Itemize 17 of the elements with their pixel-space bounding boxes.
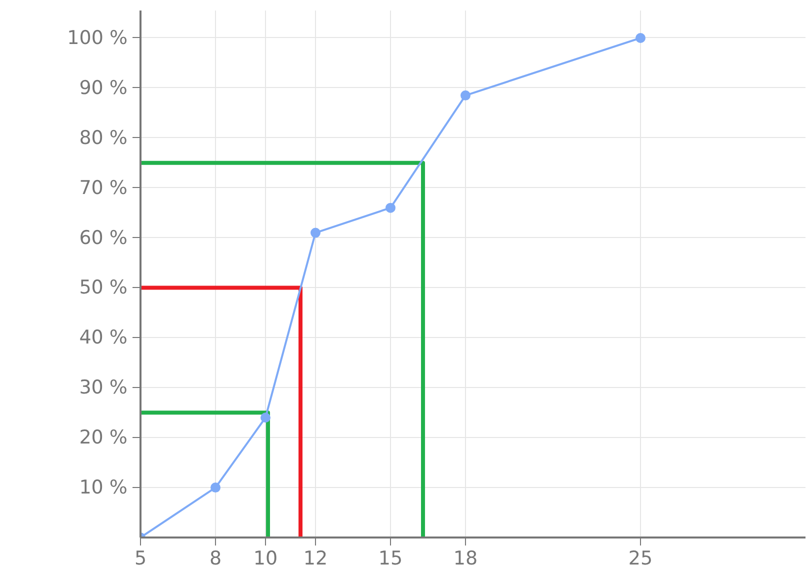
y-tick-label: 40 % [79,326,128,349]
y-tick-label: 100 % [67,26,128,49]
y-tick-label: 10 % [79,476,128,499]
y-tick-label: 20 % [79,426,128,449]
x-tick-label: 15 [378,548,403,570]
x-tick-label: 25 [628,548,653,570]
y-tick-label: 30 % [79,376,128,399]
x-tick-label: 8 [209,548,222,570]
x-tick-label: 10 [253,548,278,570]
y-tick-label: 60 % [79,226,128,249]
x-tick-label: 5 [134,548,147,570]
x-tick-label: 12 [303,548,328,570]
x-tick-label: 18 [453,548,478,570]
y-tick-label: 50 % [79,276,128,299]
y-tick-label: 80 % [79,126,128,149]
y-tick-label: 90 % [79,76,128,99]
y-tick-label: 70 % [79,176,128,199]
